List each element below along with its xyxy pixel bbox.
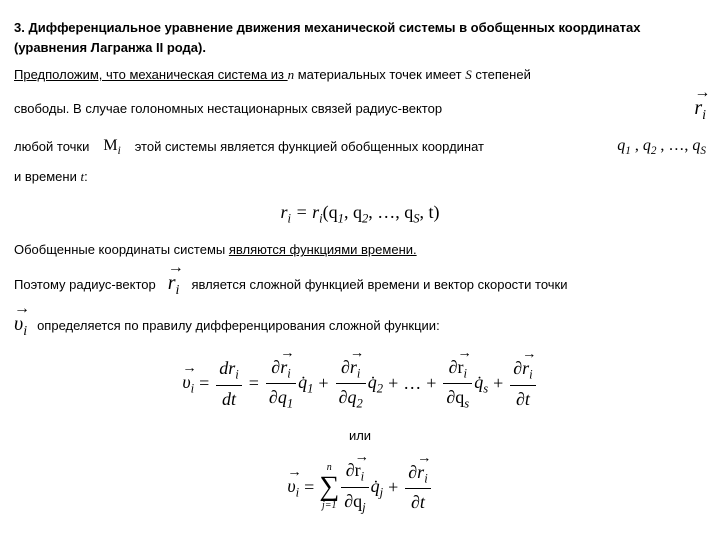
equation-2: υi = dri dt = ∂ri ∂q1 q̇1 + ∂ri ∂q2 q̇2 … [14, 354, 706, 414]
or-label: или [14, 426, 706, 446]
text-b: этой системы является функцией обобщенны… [135, 137, 484, 157]
r-vector: ri [694, 93, 706, 126]
text-a: Поэтому радиус-вектор [14, 275, 156, 295]
paragraph-3: любой точки Mi этой системы является фун… [14, 134, 706, 160]
text: Предположим, что механическая система из… [14, 67, 531, 82]
v-vector: υi [14, 309, 27, 342]
section-title: 3. Дифференциальное уравнение движения м… [14, 18, 706, 57]
paragraph-1: Предположим, что механическая система из… [14, 65, 706, 85]
paragraph-2: свободы. В случае голономных нестационар… [14, 93, 706, 126]
q-sequence: q1 , q2 , …, qS [617, 134, 706, 160]
paragraph-7: υi определяется по правилу дифференциров… [14, 309, 706, 342]
text-a: любой точки [14, 137, 89, 157]
equation-3: υi = n ∑ j=1 ∂ri ∂qj q̇j + ∂ri ∂t [14, 457, 706, 517]
r-vector-2: ri [168, 268, 180, 301]
paragraph-4: и времени t: [14, 167, 706, 187]
text-b: является сложной функцией времени и вект… [191, 275, 567, 295]
paragraph-5: Обобщенные координаты системы являются ф… [14, 240, 706, 260]
equation-1: ri = ri(q1, q2, …, qS, t) [14, 199, 706, 228]
text: свободы. В случае голономных нестационар… [14, 99, 664, 119]
point-M: Mi [103, 134, 120, 160]
text: определяется по правилу дифференцировани… [37, 316, 440, 336]
paragraph-6: Поэтому радиус-вектор ri является сложно… [14, 268, 706, 301]
